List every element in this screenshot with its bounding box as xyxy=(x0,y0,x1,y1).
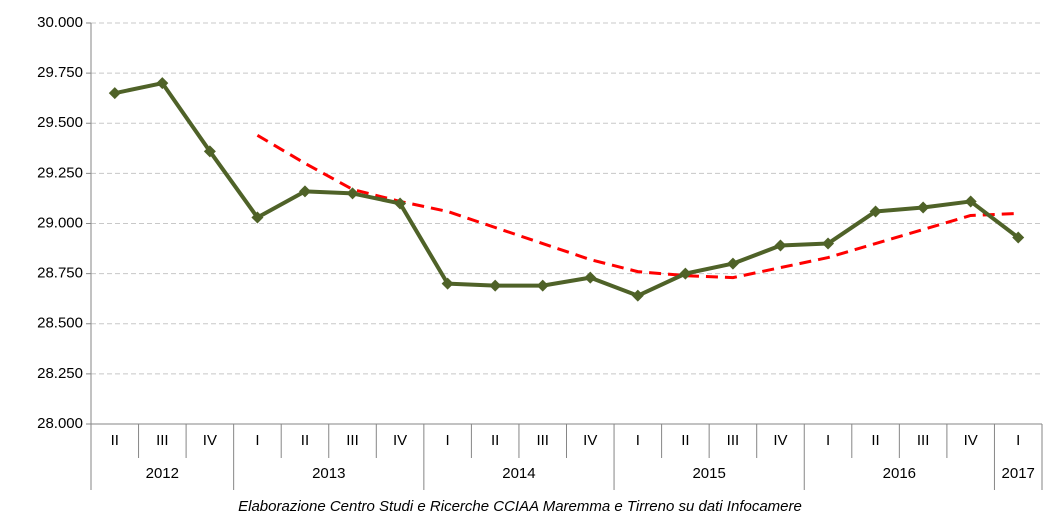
data-point xyxy=(1012,231,1025,244)
data-point xyxy=(917,201,930,214)
y-tick-label: 29.500 xyxy=(37,114,83,131)
x-tick-label: IV xyxy=(583,432,597,449)
x-group-label: 2014 xyxy=(502,465,535,482)
x-tick-label: II xyxy=(681,432,689,449)
data-point xyxy=(584,271,597,284)
data-point xyxy=(774,239,787,252)
y-tick-label: 28.250 xyxy=(37,365,83,382)
data-point xyxy=(251,211,264,224)
data-point xyxy=(679,267,692,280)
x-tick-label: II xyxy=(111,432,119,449)
x-group-label: 2016 xyxy=(883,465,916,482)
data-point xyxy=(346,187,359,200)
series-line xyxy=(114,81,1020,298)
data-point xyxy=(441,277,454,290)
y-tick-label: 30.000 xyxy=(37,14,83,31)
x-tick-label: II xyxy=(491,432,499,449)
x-tick-label: III xyxy=(727,432,740,449)
data-point xyxy=(298,185,311,198)
x-group-label: 2015 xyxy=(692,465,725,482)
x-tick-label: III xyxy=(917,432,930,449)
x-tick-label: III xyxy=(156,432,169,449)
x-tick-label: I xyxy=(1016,432,1020,449)
x-tick-label: I xyxy=(826,432,830,449)
x-tick-label: IV xyxy=(964,432,978,449)
data-point xyxy=(203,145,216,158)
x-tick-label: II xyxy=(871,432,879,449)
y-tick-label: 28.500 xyxy=(37,315,83,332)
data-point xyxy=(822,237,835,250)
x-group-label: 2017 xyxy=(1002,465,1035,482)
data-point xyxy=(536,279,549,292)
series-line xyxy=(256,133,1019,280)
data-point xyxy=(631,289,644,302)
y-tick-label: 29.250 xyxy=(37,164,83,181)
y-tick-label: 29.000 xyxy=(37,214,83,231)
x-tick-label: IV xyxy=(203,432,217,449)
x-tick-label: IV xyxy=(393,432,407,449)
x-tick-label: I xyxy=(636,432,640,449)
y-tick-label: 28.000 xyxy=(37,415,83,432)
data-point xyxy=(964,195,977,208)
data-point xyxy=(394,197,407,210)
x-tick-label: III xyxy=(536,432,549,449)
x-tick-label: II xyxy=(301,432,309,449)
x-group-label: 2012 xyxy=(146,465,179,482)
x-tick-label: I xyxy=(446,432,450,449)
data-point xyxy=(726,257,739,270)
y-tick-label: 28.750 xyxy=(37,265,83,282)
y-tick-label: 29.750 xyxy=(37,64,83,81)
data-point xyxy=(156,77,169,90)
x-tick-label: I xyxy=(255,432,259,449)
x-group-label: 2013 xyxy=(312,465,345,482)
data-point xyxy=(489,279,502,292)
data-point xyxy=(869,205,882,218)
x-tick-label: IV xyxy=(773,432,787,449)
data-point xyxy=(108,87,121,100)
source-note: Elaborazione Centro Studi e Ricerche CCI… xyxy=(238,498,802,515)
x-tick-label: III xyxy=(346,432,359,449)
